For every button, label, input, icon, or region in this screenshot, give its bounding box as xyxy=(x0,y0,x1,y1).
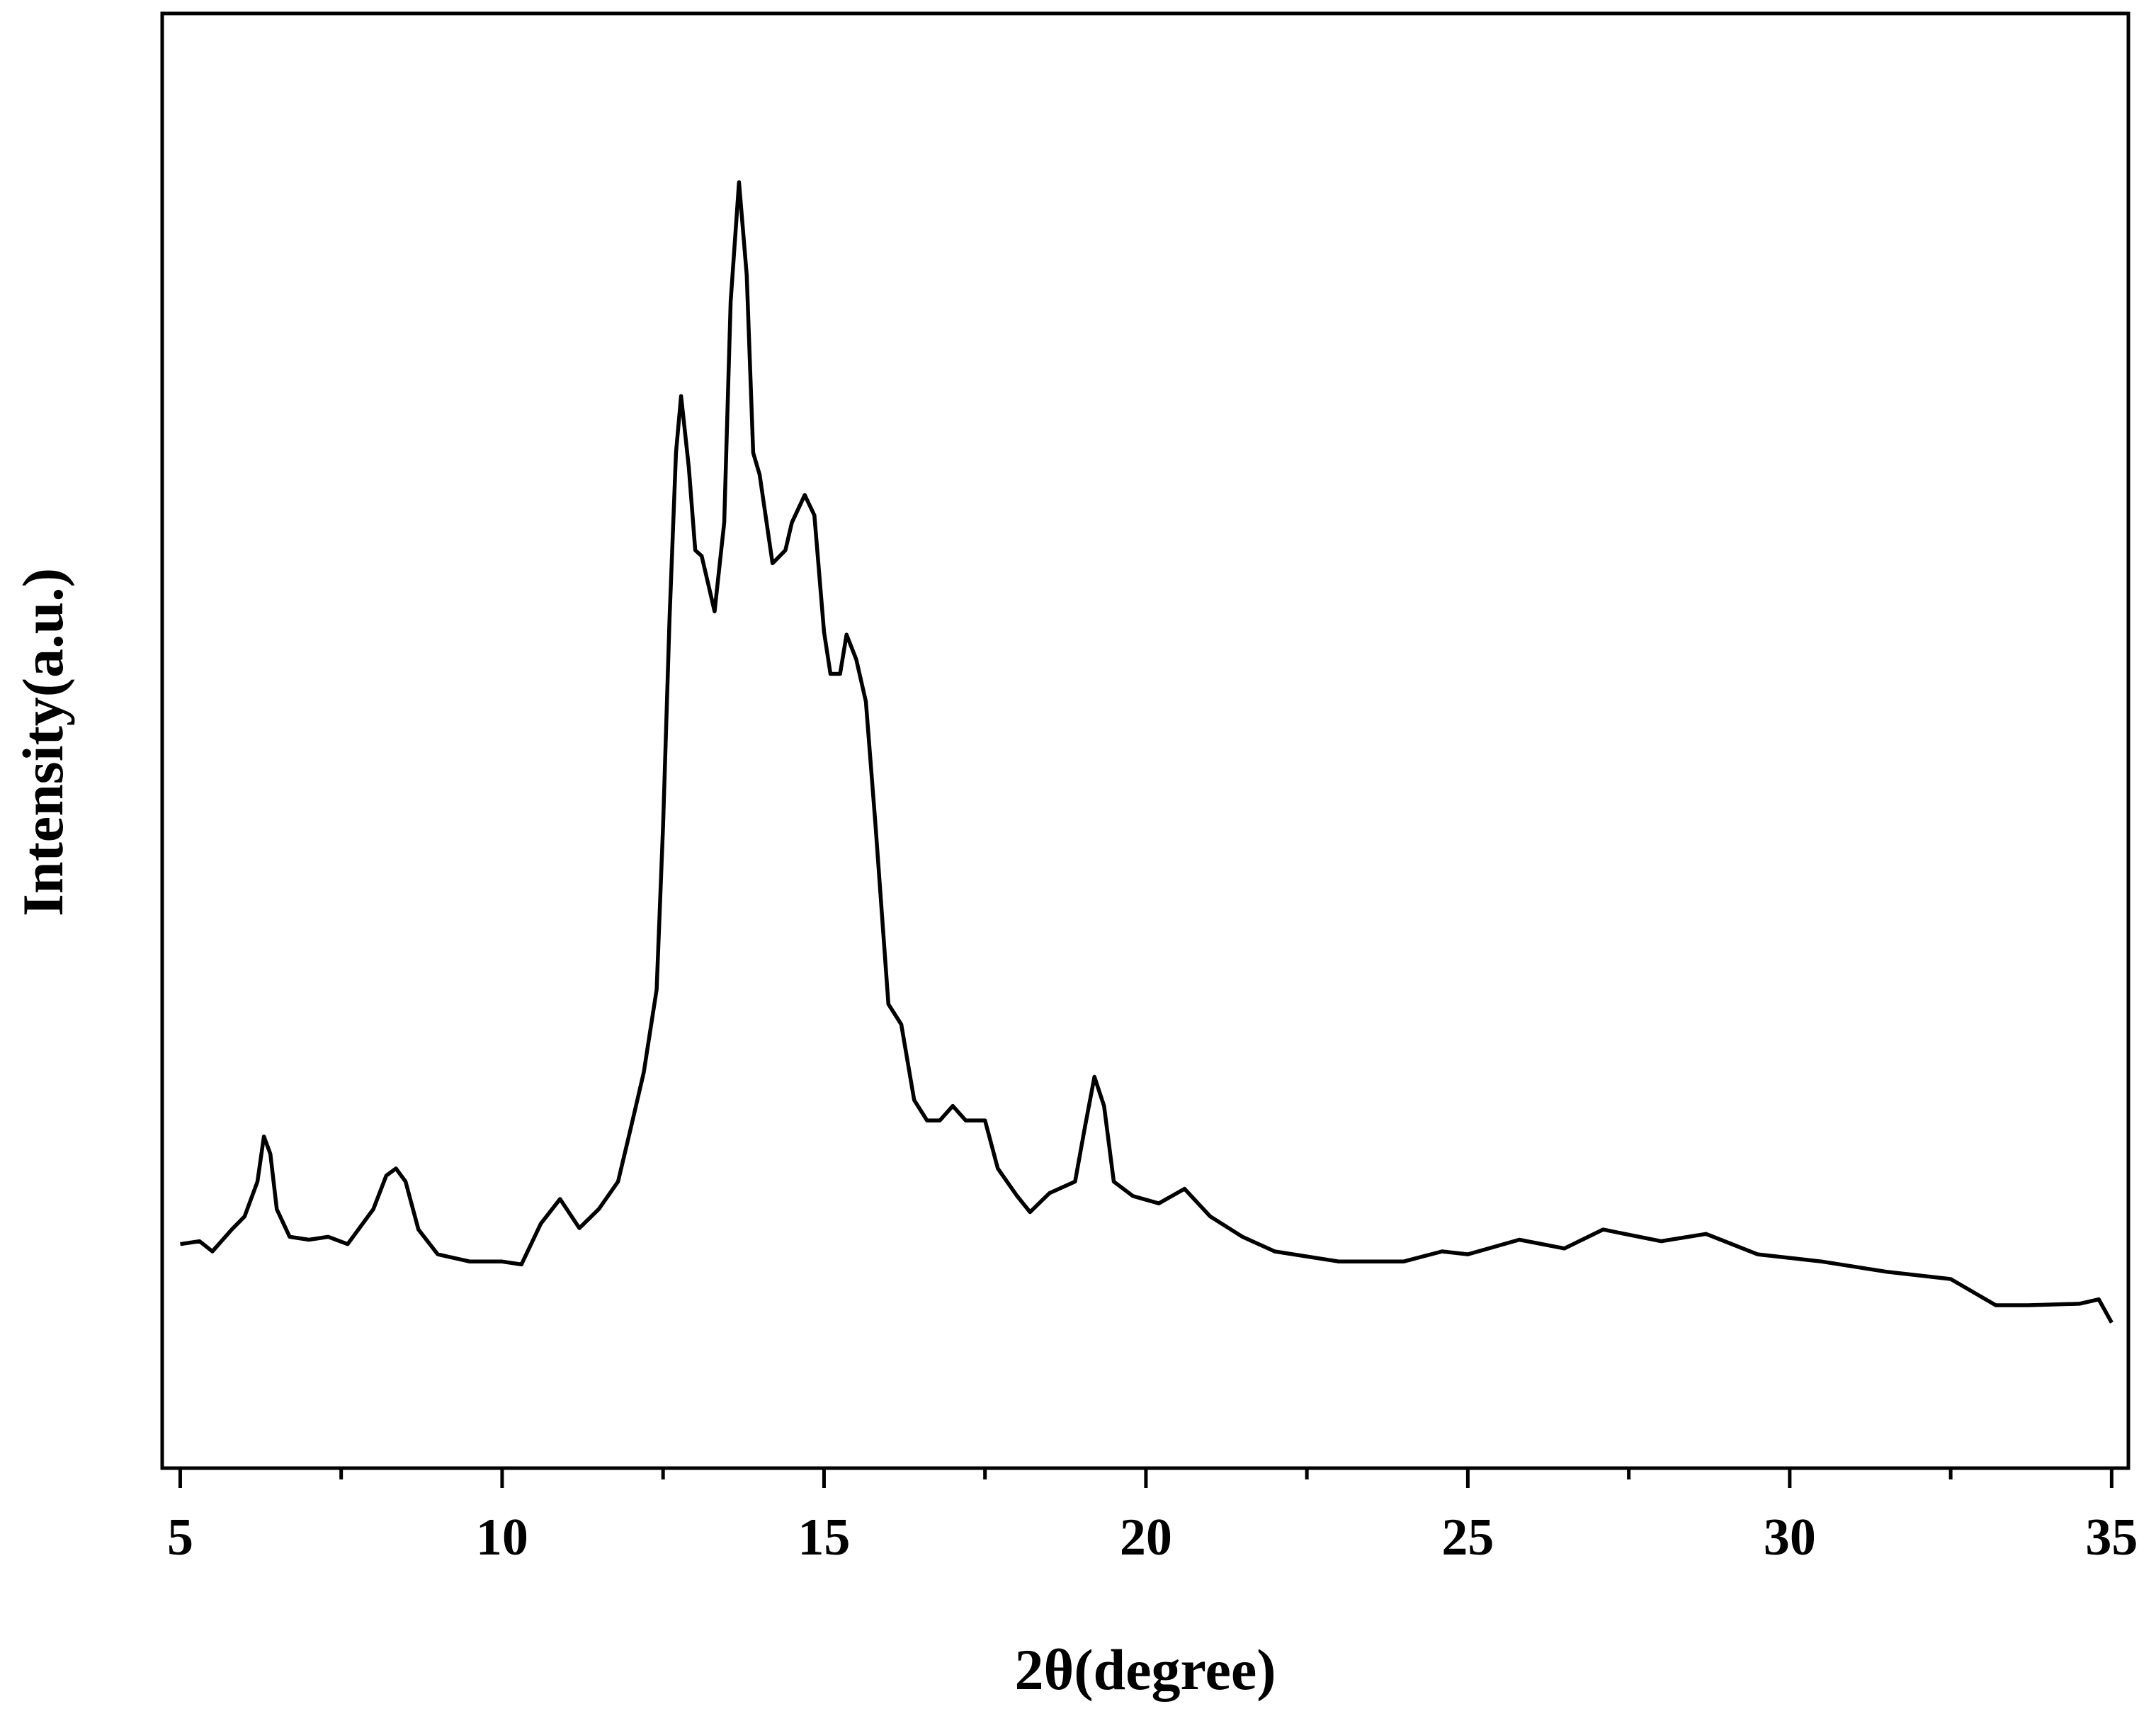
x-tick-label: 5 xyxy=(167,1508,193,1567)
y-axis-title: Intensity(a.u.) xyxy=(11,568,75,916)
x-tick-label: 30 xyxy=(1764,1508,1816,1567)
x-tick-label: 10 xyxy=(476,1508,528,1567)
plot-frame xyxy=(160,11,2131,1470)
x-tick-label: 15 xyxy=(798,1508,850,1567)
x-tick-label: 20 xyxy=(1120,1508,1172,1567)
x-tick-label: 35 xyxy=(2085,1508,2138,1567)
x-axis-title: 2θ(degree) xyxy=(1014,1637,1276,1702)
x-tick-label: 25 xyxy=(1441,1508,1494,1567)
data-line xyxy=(180,180,2114,1324)
